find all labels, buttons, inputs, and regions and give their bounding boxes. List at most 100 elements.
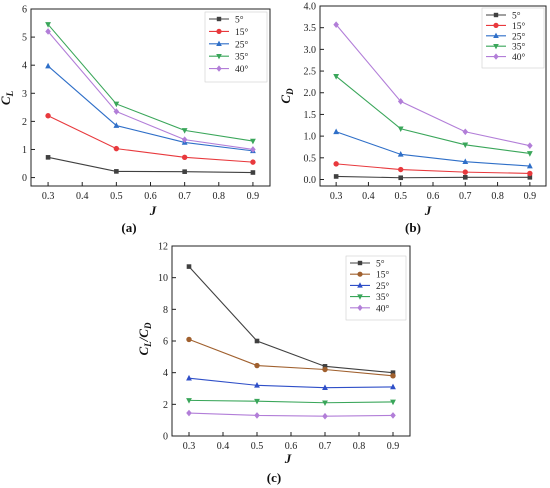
data-point (250, 138, 256, 145)
data-point (186, 264, 192, 269)
data-point (527, 175, 533, 180)
x-tick-label: 0.8 (353, 441, 366, 452)
data-point (390, 399, 396, 406)
y-tick-label: 6 (22, 5, 27, 16)
y-tick-label: 12 (158, 242, 168, 253)
data-point (113, 101, 120, 108)
data-point (462, 128, 469, 136)
legend-marker (216, 28, 222, 34)
y-tick-label: 5 (22, 33, 27, 44)
data-point (254, 412, 260, 419)
data-point (322, 412, 328, 420)
y-tick-label: 0.0 (304, 175, 317, 186)
x-tick-label: 0.3 (42, 191, 55, 202)
legend-entry: 40° (512, 52, 526, 63)
x-tick-label: 0.5 (394, 191, 407, 202)
data-point (390, 383, 396, 390)
data-point (398, 166, 404, 173)
x-tick-label: 0.3 (330, 191, 343, 202)
y-tick-label: 2 (163, 400, 168, 411)
data-point (397, 98, 404, 105)
series-line-4 (47, 31, 254, 151)
legend-entry: 5° (376, 259, 385, 270)
x-tick-label: 0.7 (319, 441, 332, 452)
legend-box (481, 7, 545, 69)
legend-marker (216, 16, 222, 22)
data-point (250, 170, 256, 175)
series-line-2 (335, 131, 530, 167)
y-tick-label: 0 (22, 173, 27, 184)
legend-entry: 40° (235, 64, 249, 75)
x-tick-label: 0.4 (217, 441, 230, 452)
series-line-1 (336, 163, 530, 174)
data-point (254, 398, 260, 405)
data-point (114, 169, 119, 174)
panel-label: (c) (267, 470, 281, 485)
x-tick-label: 0.8 (213, 191, 226, 202)
data-point (390, 373, 396, 379)
x-tick-label: 0.6 (285, 441, 298, 452)
x-tick-label: 0.9 (387, 441, 400, 452)
data-point (398, 175, 404, 181)
x-tick-label: 0.5 (251, 441, 264, 452)
data-point (113, 108, 120, 115)
series-line-3 (335, 75, 530, 155)
data-point (45, 155, 51, 160)
data-point (390, 370, 396, 375)
legend-marker (493, 44, 499, 50)
legend-entry: 15° (235, 27, 249, 38)
x-tick-label: 0.7 (459, 191, 472, 202)
panel-label: (b) (405, 220, 421, 235)
series-line-0 (336, 175, 530, 179)
x-axis-label: J (284, 451, 292, 466)
legend-marker (216, 54, 222, 60)
data-point (322, 364, 328, 369)
legend-entry: 25° (376, 281, 390, 292)
y-tick-label: 4 (22, 61, 27, 72)
y-tick-label: 0 (163, 432, 168, 443)
x-tick-label: 0.9 (524, 191, 537, 202)
y-axis-label-sub: D (285, 88, 295, 96)
data-point (181, 128, 188, 134)
series-line-4 (188, 412, 394, 417)
series-line-3 (47, 24, 254, 142)
data-point (322, 366, 328, 373)
legend-box (345, 255, 407, 321)
chart-panel-0: 0.3 0.4 0.5 0.6 0.7 0.8 0.9 0 1 2 3 4 5 6 J CL 5°15°25° 3… (0, 5, 271, 235)
y-axis-label: CL/CD (136, 322, 153, 355)
y-tick-label: 4.0 (304, 2, 317, 13)
data-point (333, 161, 339, 167)
data-point (45, 22, 51, 28)
series-line-3 (188, 399, 394, 404)
data-point (254, 362, 260, 369)
legend-marker (493, 53, 499, 60)
legend-entry: 15° (376, 270, 390, 281)
legend-marker (357, 260, 363, 266)
legend-marker (357, 294, 363, 300)
data-point (186, 398, 192, 404)
legend-entry: 40° (376, 303, 390, 314)
y-tick-label: 1.0 (304, 132, 317, 143)
data-point (333, 128, 340, 135)
series-line-2 (47, 65, 253, 152)
panel-label: (a) (121, 220, 136, 235)
data-point (526, 162, 533, 169)
data-point (390, 412, 396, 419)
legend-marker (357, 282, 363, 288)
legend-entry: 35° (376, 292, 390, 303)
data-point (462, 158, 469, 165)
y-axis-label-main: C (278, 95, 293, 104)
y-tick-label: 10 (158, 273, 168, 284)
series-line-2 (188, 377, 394, 389)
y-tick-label: 1.5 (304, 110, 317, 121)
data-point (322, 400, 328, 407)
data-point (250, 159, 256, 165)
legend-marker (357, 271, 363, 277)
data-point (462, 169, 468, 175)
data-point (181, 154, 188, 161)
legend-entry: 25° (512, 31, 526, 42)
series-line-0 (188, 266, 394, 374)
x-tick-label: 0.9 (247, 191, 260, 202)
x-axis-label: J (149, 203, 157, 218)
data-point (462, 175, 468, 180)
